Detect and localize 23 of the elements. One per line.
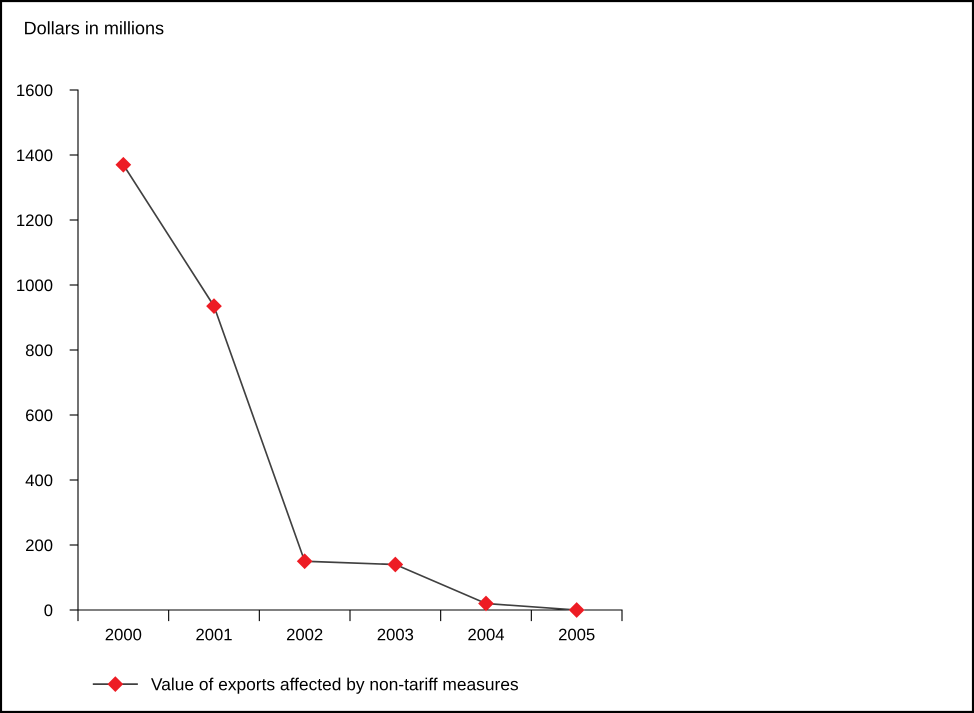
y-tick-label: 1400 xyxy=(17,149,52,162)
y-tick-label: 1000 xyxy=(17,279,52,292)
y-axis-title: Dollars in millions xyxy=(25,21,164,34)
y-tick-label: 0 xyxy=(44,604,52,616)
point xyxy=(206,298,222,314)
point xyxy=(478,596,494,612)
y-tick-label: 1200 xyxy=(17,214,52,226)
x-tick-label: 2005 xyxy=(558,628,595,640)
x-tick-label: 2004 xyxy=(468,628,504,640)
x-tick-label: 2003 xyxy=(378,628,414,640)
y-tick-label: 400 xyxy=(26,474,52,486)
y-tick-label: 200 xyxy=(26,539,52,552)
point xyxy=(297,554,312,569)
point xyxy=(569,602,584,618)
y-tick-label: 800 xyxy=(26,344,52,356)
y-tick-label: 1600 xyxy=(17,84,52,96)
x-tick-label: 2001 xyxy=(196,628,232,640)
x-tick-label: 2002 xyxy=(286,628,322,640)
point xyxy=(388,556,403,572)
point xyxy=(116,157,131,172)
y-tick-label: 600 xyxy=(26,409,52,422)
legend-label: Value of exports affected by non-tariff measures xyxy=(150,678,518,694)
x-tick-label: 2000 xyxy=(106,628,142,640)
